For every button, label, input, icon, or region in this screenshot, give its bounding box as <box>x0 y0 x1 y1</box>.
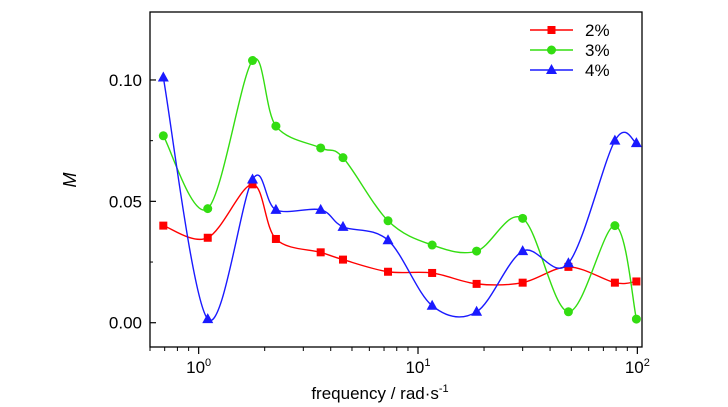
legend-label-1: 2% <box>585 21 610 40</box>
legend-label-3: 4% <box>585 61 610 80</box>
data-point-series-2-12 <box>610 221 620 231</box>
data-point-series-1-9 <box>472 279 481 288</box>
data-point-series-1-13 <box>632 277 641 286</box>
data-point-series-2-6 <box>338 153 348 163</box>
x-tick-label-2: 101 <box>405 357 430 377</box>
y-axis-label: M <box>60 173 80 188</box>
data-point-series-3-12 <box>609 134 621 145</box>
data-point-series-1-3 <box>248 180 257 189</box>
data-point-series-3-1 <box>157 71 169 82</box>
legend-item-1: 2% <box>530 21 610 40</box>
series-line-3 <box>162 77 637 322</box>
legend-item-2: 3% <box>530 41 610 60</box>
data-point-series-1-10 <box>518 278 527 287</box>
x-tick-label-exp-2: 1 <box>424 357 430 369</box>
data-point-series-3-8 <box>426 299 438 310</box>
data-point-series-3-5 <box>315 203 327 214</box>
data-point-series-1-2 <box>203 233 212 242</box>
x-tick-label-base-1: 10 <box>186 358 205 377</box>
data-point-series-1-12 <box>610 278 619 287</box>
x-tick-label-1: 100 <box>186 357 211 377</box>
y-tick-label-1: 0.00 <box>109 314 142 333</box>
data-point-series-3-10 <box>517 245 529 256</box>
data-point-series-1-4 <box>271 234 280 243</box>
legend-item-3: 4% <box>530 61 610 80</box>
data-point-series-2-2 <box>203 204 213 214</box>
data-point-series-2-13 <box>631 314 641 324</box>
legend-marker-1 <box>547 26 556 34</box>
data-point-series-2-5 <box>316 143 326 153</box>
x-axis-label: frequency / rad·s-1 <box>311 383 448 403</box>
data-point-series-2-4 <box>271 121 281 131</box>
y-tick-label-2: 0.05 <box>109 192 142 211</box>
data-point-series-2-11 <box>563 307 573 317</box>
data-point-series-3-9 <box>471 305 483 316</box>
legend-marker-2 <box>547 45 556 55</box>
data-point-series-3-6 <box>337 220 349 231</box>
y-tick-label-3: 0.10 <box>109 71 142 90</box>
data-point-series-2-3 <box>248 56 258 66</box>
x-tick-label-base-2: 10 <box>405 358 424 377</box>
data-point-series-1-7 <box>384 267 393 276</box>
x-axis-label-exponent: -1 <box>439 383 449 395</box>
legend-label-2: 3% <box>585 41 610 60</box>
data-point-series-2-8 <box>427 240 437 250</box>
x-tick-label-base-3: 10 <box>625 358 644 377</box>
data-point-series-2-7 <box>383 216 393 226</box>
data-point-series-3-2 <box>202 313 214 324</box>
data-point-series-2-1 <box>158 131 168 141</box>
x-axis-label-text: frequency / rad·s <box>311 384 439 403</box>
data-point-series-3-11 <box>562 257 574 268</box>
data-point-series-1-1 <box>159 221 168 230</box>
data-point-series-3-3 <box>247 173 259 184</box>
data-point-series-3-7 <box>382 234 394 245</box>
data-point-series-2-10 <box>518 213 528 223</box>
data-point-series-1-6 <box>338 255 347 264</box>
data-point-series-3-13 <box>630 137 642 148</box>
legend-marker-3 <box>546 64 557 74</box>
x-tick-label-3: 102 <box>625 357 650 377</box>
series-line-2 <box>162 57 638 320</box>
plot-frame <box>149 11 643 348</box>
data-point-series-3-4 <box>270 203 282 214</box>
data-point-series-2-9 <box>472 246 482 256</box>
data-point-series-1-8 <box>428 268 437 277</box>
data-point-series-1-5 <box>316 248 325 257</box>
x-tick-label-exp-3: 2 <box>644 357 650 369</box>
x-tick-label-exp-1: 0 <box>205 357 211 369</box>
